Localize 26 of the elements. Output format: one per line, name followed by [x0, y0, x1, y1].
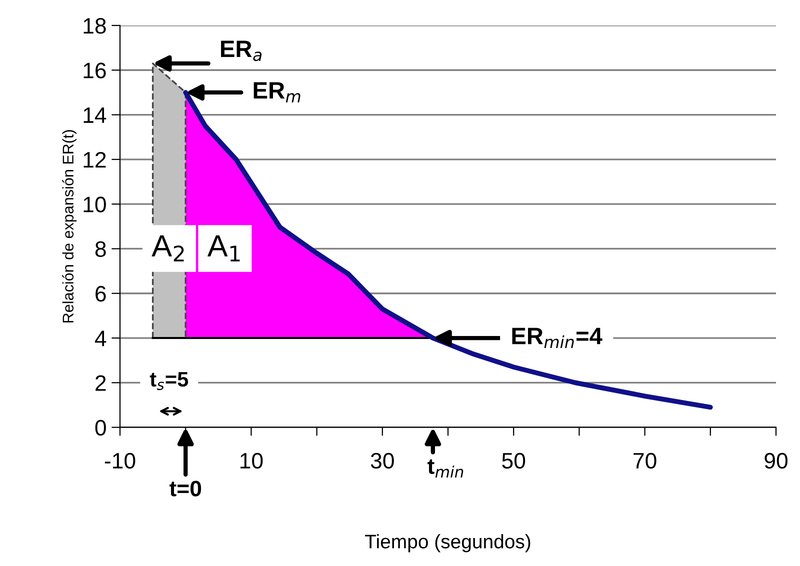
- y-tick-label: 4: [94, 330, 106, 346]
- y-tick-label: 12: [84, 152, 106, 168]
- y-tick-label: 16: [84, 62, 106, 78]
- y-tick-label: 8: [95, 241, 106, 257]
- y-tick-label: 2: [96, 375, 106, 391]
- annotation: ER$_{m}$: [254, 82, 300, 102]
- ref-line-label: ER$_{min}$=4: [512, 328, 602, 348]
- x-tick-label: -10: [104, 452, 136, 469]
- y-tick-label: 14: [84, 108, 106, 123]
- annotation: t$_{s}$=5: [150, 372, 188, 390]
- text: t=0: [170, 480, 202, 496]
- x-tick-label: 10: [240, 452, 263, 469]
- annotation: ER$_{a}$: [221, 40, 262, 62]
- x-axis-title: Tiempo (segundos): [365, 534, 530, 552]
- annotation: A$_{1}$: [207, 235, 240, 262]
- y-tick-label: 6: [96, 286, 106, 302]
- x-tick-label: 50: [502, 452, 526, 469]
- y-axis-title: Relación de expansión ER(t): [62, 130, 77, 322]
- y-tick-label: 0: [95, 420, 106, 436]
- y-tick-label: 10: [84, 196, 106, 212]
- x-tick-label: 70: [634, 452, 656, 469]
- y-tick-label: 18: [84, 18, 106, 34]
- x-tick-label: 30: [370, 452, 394, 469]
- text: t$_{min}$: [428, 459, 464, 478]
- annotation: A$_{2}$: [152, 235, 184, 262]
- x-tick-label: 90: [764, 452, 788, 469]
